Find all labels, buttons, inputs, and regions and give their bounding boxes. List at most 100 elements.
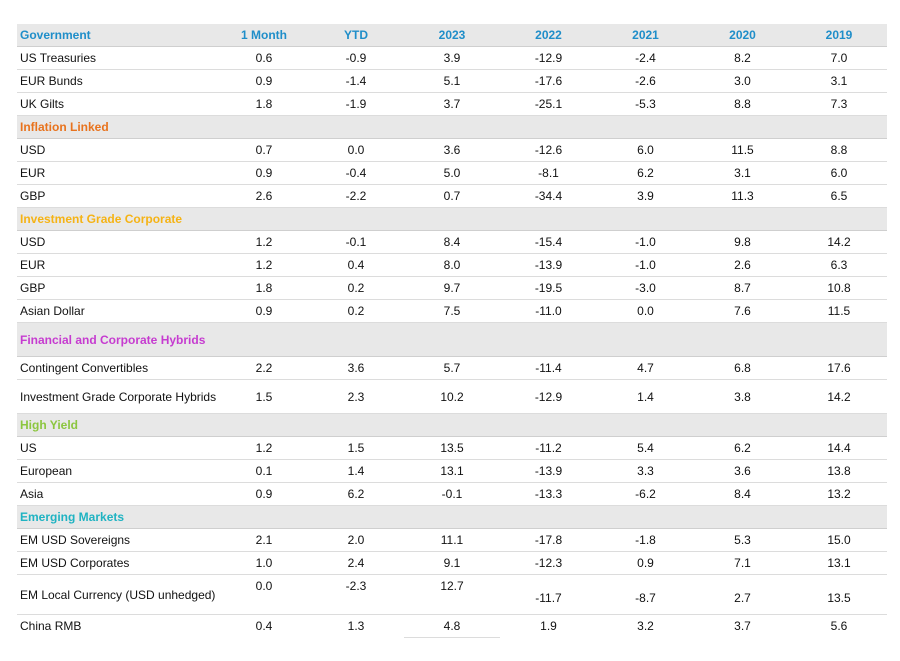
cell: 2.4 bbox=[308, 551, 404, 575]
cell: 3.9 bbox=[597, 184, 694, 208]
cell: 1.3 bbox=[347, 619, 365, 634]
cell: 0.0 bbox=[220, 574, 308, 615]
cell: 1.9 bbox=[540, 619, 557, 634]
cell: 15.0 bbox=[791, 528, 887, 552]
section-header-emerging-markets: Emerging Markets bbox=[17, 505, 887, 529]
section-header-filler bbox=[220, 322, 887, 357]
cell: 13.1 bbox=[791, 551, 887, 575]
cell: 0.2 bbox=[308, 299, 404, 323]
section-header-row: Emerging Markets bbox=[17, 505, 887, 529]
cell: 5.6 bbox=[830, 619, 848, 634]
cell: 8.8 bbox=[791, 138, 887, 162]
cell: -2.6 bbox=[597, 69, 694, 93]
cell: -13.9 bbox=[500, 253, 597, 277]
row-label: EUR bbox=[17, 253, 220, 277]
cell: 0.6 bbox=[220, 46, 308, 70]
cell: 0.9 bbox=[597, 551, 694, 575]
row-label: Asia bbox=[17, 482, 220, 506]
table-row: Contingent Convertibles 2.2 3.6 5.7 -11.… bbox=[17, 356, 887, 380]
table-row: EM USD Sovereigns 2.1 2.0 11.1 -17.8 -1.… bbox=[17, 528, 887, 552]
cell: 9.1 bbox=[404, 551, 500, 575]
col-header-2020: 2020 bbox=[694, 24, 791, 47]
row-label: GBP bbox=[17, 184, 220, 208]
col-header-2019: 2019 bbox=[791, 24, 887, 47]
table-row: EM Local Currency (USD unhedged) 0.0 -2.… bbox=[17, 574, 887, 615]
cell: -1.9 bbox=[308, 92, 404, 116]
cell: 5.0 bbox=[404, 161, 500, 185]
cell: 3.6 bbox=[308, 356, 404, 380]
cell: 13.8 bbox=[791, 459, 887, 483]
cell: 9.7 bbox=[404, 276, 500, 300]
cell: 6.2 bbox=[694, 436, 791, 460]
cell: 0.7 bbox=[220, 138, 308, 162]
cell: -0.4 bbox=[308, 161, 404, 185]
returns-table: Government 1 Month YTD 2023 2022 2021 20… bbox=[17, 24, 887, 638]
cell: -11.0 bbox=[500, 299, 597, 323]
row-label: USD bbox=[17, 138, 220, 162]
row-label: US bbox=[17, 436, 220, 460]
table-row: USD 0.7 0.0 3.6 -12.6 6.0 11.5 8.8 bbox=[17, 138, 887, 162]
table-row: Asia 0.9 6.2 -0.1 -13.3 -6.2 8.4 13.2 bbox=[17, 482, 887, 506]
cell: -11.2 bbox=[500, 436, 597, 460]
cell: 0.2 bbox=[308, 276, 404, 300]
col-header-2023: 2023 bbox=[404, 24, 500, 47]
table-row: US 1.2 1.5 13.5 -11.2 5.4 6.2 14.4 bbox=[17, 436, 887, 460]
table-row: EUR Bunds 0.9 -1.4 5.1 -17.6 -2.6 3.0 3.… bbox=[17, 69, 887, 93]
section-header-government: Government bbox=[17, 24, 220, 47]
cell: 0.4 bbox=[255, 619, 273, 634]
row-label: UK Gilts bbox=[17, 92, 220, 116]
section-header-inflation-linked: Inflation Linked bbox=[17, 115, 887, 139]
cell: -17.8 bbox=[500, 528, 597, 552]
cell: 11.3 bbox=[694, 184, 791, 208]
cell: -3.0 bbox=[597, 276, 694, 300]
cell: 2.7 bbox=[694, 574, 791, 615]
cell: 14.4 bbox=[791, 436, 887, 460]
cell: 8.8 bbox=[694, 92, 791, 116]
cell: -11.4 bbox=[500, 356, 597, 380]
cell: 3.7 bbox=[734, 619, 751, 634]
table-row: European 0.1 1.4 13.1 -13.9 3.3 3.6 13.8 bbox=[17, 459, 887, 483]
cell: 1.2 bbox=[220, 436, 308, 460]
cell: -0.1 bbox=[404, 482, 500, 506]
cell: -12.3 bbox=[500, 551, 597, 575]
cell: -19.5 bbox=[500, 276, 597, 300]
cell: 12.7 bbox=[404, 574, 500, 615]
cell: 3.6 bbox=[694, 459, 791, 483]
cell: 1.4 bbox=[597, 379, 694, 414]
section-header-high-yield: High Yield bbox=[17, 413, 887, 437]
cell: 7.0 bbox=[791, 46, 887, 70]
cell: 1.2 bbox=[220, 253, 308, 277]
row-label: GBP bbox=[17, 276, 220, 300]
row-label: EM Local Currency (USD unhedged) bbox=[17, 574, 220, 615]
cell: -0.9 bbox=[308, 46, 404, 70]
cell: 1.5 bbox=[220, 379, 308, 414]
row-label: China RMB bbox=[20, 619, 82, 634]
cell: 7.3 bbox=[791, 92, 887, 116]
section-header-row: Investment Grade Corporate bbox=[17, 207, 887, 231]
cell: 2.6 bbox=[694, 253, 791, 277]
cell: 0.9 bbox=[220, 482, 308, 506]
cell: 1.4 bbox=[308, 459, 404, 483]
col-header-1-month: 1 Month bbox=[220, 24, 308, 47]
cell: 0.9 bbox=[220, 161, 308, 185]
table-row: China RMB 0.4 1.3 4.8 1.9 3.2 3.7 5.6 bbox=[17, 614, 887, 638]
cell: 3.8 bbox=[694, 379, 791, 414]
cell: 13.1 bbox=[404, 459, 500, 483]
col-header-2022: 2022 bbox=[500, 24, 597, 47]
col-header-2021: 2021 bbox=[597, 24, 694, 47]
cell: 8.4 bbox=[694, 482, 791, 506]
table-row: EUR 1.2 0.4 8.0 -13.9 -1.0 2.6 6.3 bbox=[17, 253, 887, 277]
row-label: Contingent Convertibles bbox=[17, 356, 220, 380]
cell: 8.2 bbox=[694, 46, 791, 70]
cell: -34.4 bbox=[500, 184, 597, 208]
cell: 1.0 bbox=[220, 551, 308, 575]
cell: 2.1 bbox=[220, 528, 308, 552]
cell: 6.3 bbox=[791, 253, 887, 277]
cell: 11.1 bbox=[404, 528, 500, 552]
row-label: EM USD Corporates bbox=[17, 551, 220, 575]
table-row: EUR 0.9 -0.4 5.0 -8.1 6.2 3.1 6.0 bbox=[17, 161, 887, 185]
row-label: European bbox=[17, 459, 220, 483]
cell: 4.8 bbox=[404, 614, 500, 638]
cell: -8.7 bbox=[597, 574, 694, 615]
cell: -15.4 bbox=[500, 230, 597, 254]
